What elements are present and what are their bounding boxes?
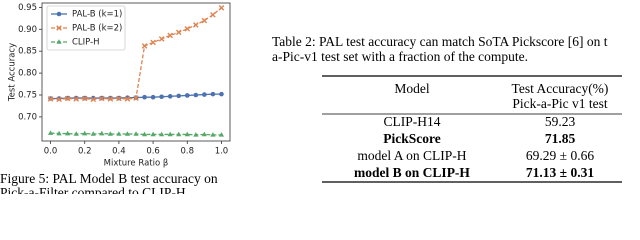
point — [175, 29, 182, 36]
legend-marker — [56, 25, 62, 31]
point — [124, 96, 131, 102]
table-cell: PickScore — [383, 131, 441, 146]
point — [116, 95, 122, 102]
legend-label: PAL-B (k=1) — [72, 10, 122, 20]
legend-box — [46, 5, 126, 51]
point — [47, 130, 54, 135]
point — [64, 95, 71, 102]
x-tick-label: 0.0 — [44, 147, 58, 157]
point — [202, 92, 207, 97]
table-caption: a-Pic-v1 test set with a fraction of the… — [272, 49, 528, 64]
y-axis-label: Test Accuracy — [8, 43, 18, 102]
point — [167, 32, 173, 39]
point — [159, 94, 164, 100]
table-caption: Table 2: PAL test accuracy can match SoT… — [272, 34, 608, 49]
x-tick-label: 0.8 — [181, 147, 195, 157]
point — [47, 96, 54, 102]
y-tick-label: 0.75 — [18, 91, 37, 101]
point — [210, 91, 216, 97]
table-cell: 71.13 ± 0.31 — [526, 165, 594, 180]
point — [219, 91, 224, 97]
point — [210, 12, 216, 18]
point — [141, 43, 148, 49]
table-cell: model A on CLIP-H — [357, 148, 466, 163]
point — [150, 39, 156, 46]
point — [184, 93, 190, 98]
legend-label: PAL-B (k=2) — [72, 24, 122, 34]
x-tick-label: 0.6 — [146, 147, 160, 157]
x-tick-label: 0.4 — [112, 147, 126, 157]
point — [159, 131, 165, 137]
y-tick-label: 0.95 — [18, 3, 37, 13]
point — [99, 95, 105, 102]
point — [184, 131, 190, 137]
point — [99, 130, 105, 136]
point — [176, 131, 182, 137]
legend-label: CLIP-H — [72, 38, 100, 48]
point — [107, 96, 114, 102]
point — [193, 132, 199, 137]
figure-caption: Figure 5: PAL Model B test accuracy on — [0, 171, 218, 186]
table-cell: 69.29 ± 0.66 — [526, 148, 594, 163]
x-tick-label: 0.2 — [78, 147, 92, 157]
point — [107, 131, 113, 136]
table-cell: model B on CLIP-H — [354, 165, 470, 180]
point — [142, 94, 147, 100]
table-header: Test Accuracy(%) — [512, 81, 609, 96]
point — [133, 131, 139, 136]
y-tick-label: 0.85 — [18, 47, 37, 57]
legend-marker — [56, 11, 62, 17]
table-cell: 59.23 — [545, 114, 576, 129]
point — [150, 131, 156, 137]
point — [218, 5, 225, 11]
page: Test Accuracy Mixture Ratio β Figure 5: … — [0, 2, 622, 194]
figure-caption: Pick-a-Filter compared to CLIP-H. — [0, 185, 189, 194]
y-tick-label: 0.70 — [18, 112, 37, 122]
point — [176, 93, 182, 99]
point — [65, 130, 71, 136]
table-cell: CLIP-H14 — [384, 114, 441, 129]
x-tick-label: 1.0 — [215, 147, 229, 157]
point — [56, 96, 62, 103]
point — [82, 130, 88, 136]
legend-marker — [56, 39, 62, 44]
point — [81, 95, 88, 102]
point — [193, 22, 199, 28]
point — [90, 131, 96, 136]
point — [193, 92, 199, 98]
point — [124, 131, 131, 136]
point — [73, 131, 79, 136]
table-header: Model — [394, 81, 429, 96]
y-tick-label: 0.90 — [18, 25, 37, 35]
point — [218, 132, 225, 137]
x-axis-label: Mixture Ratio β — [104, 159, 169, 169]
point — [158, 36, 165, 42]
point — [150, 94, 156, 100]
table-header: Pick-a-Pic v1 test — [512, 96, 607, 111]
point — [201, 131, 207, 137]
point — [90, 96, 97, 103]
y-tick-label: 0.80 — [18, 69, 37, 79]
point — [116, 131, 122, 136]
point — [167, 131, 173, 137]
point — [167, 94, 173, 99]
table-cell: 71.85 — [545, 131, 576, 146]
point — [56, 130, 62, 136]
point — [141, 131, 148, 137]
point — [73, 96, 79, 102]
point — [210, 132, 216, 137]
point — [184, 26, 191, 32]
point — [133, 95, 139, 101]
point — [201, 17, 208, 24]
